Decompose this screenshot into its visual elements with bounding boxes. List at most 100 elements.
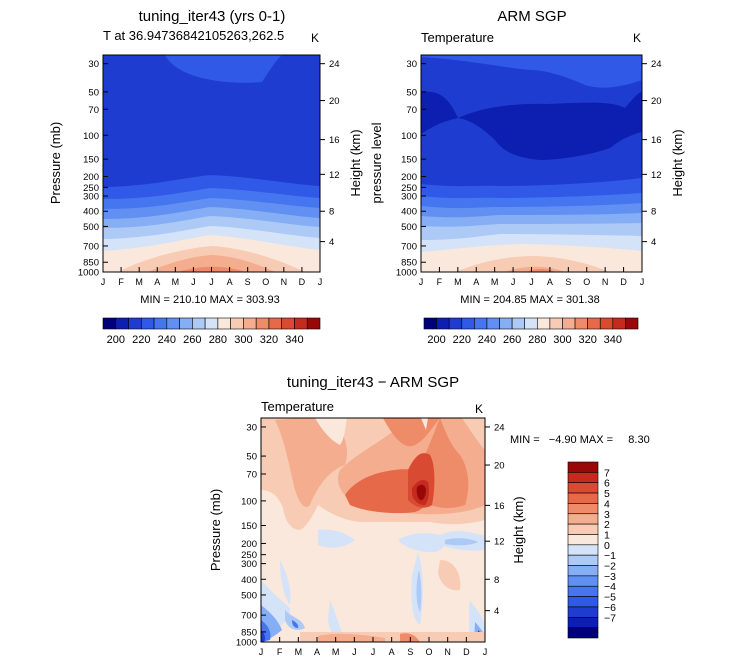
y-tick-label: 1000	[396, 268, 417, 279]
colorbar-swatch	[567, 482, 599, 494]
panel-diff-stats: MIN = −4.90 MAX = 8.30	[510, 434, 650, 446]
x-tick-label: J	[318, 277, 323, 287]
x-tick-label: A	[473, 277, 479, 287]
y2-tick-label: 20	[494, 461, 505, 472]
colorbar-swatch	[567, 513, 599, 525]
y2-tick-label: 24	[494, 422, 505, 433]
panel-model-field	[103, 55, 320, 272]
colorbar-label: 240	[478, 334, 496, 346]
y-tick-label: 400	[401, 207, 417, 218]
y2-tick-label: 8	[494, 575, 499, 586]
panel-obs-stats: MIN = 204.85 MAX = 301.38	[460, 294, 599, 306]
colorbar-swatch	[140, 317, 155, 330]
panel-obs-y2label: Height (km)	[670, 129, 685, 196]
colorbar-swatch	[625, 317, 639, 330]
y2-tick-label: 4	[651, 237, 656, 248]
y2-tick-label: 24	[329, 59, 340, 70]
colorbar-label: 340	[285, 334, 303, 346]
colorbar-swatch	[306, 317, 321, 330]
colorbar-label: −4	[604, 581, 616, 593]
x-tick-label: O	[262, 277, 269, 287]
colorbar-label: 0	[604, 540, 610, 552]
x-tick-label: A	[547, 277, 553, 287]
y2-tick-label: 8	[329, 207, 334, 218]
y-tick-label: 100	[401, 131, 417, 142]
y-tick-label: 700	[83, 241, 99, 252]
colorbar-swatch	[486, 317, 500, 330]
panel-obs-ylabel: pressure level	[369, 122, 384, 203]
colorbar-label: 300	[234, 334, 252, 346]
colorbar-swatch	[499, 317, 513, 330]
colorbar-label: 1	[604, 529, 610, 541]
colorbar-swatch	[612, 317, 626, 330]
colorbar-swatch	[567, 503, 599, 515]
colorbar-swatch	[567, 492, 599, 504]
colorbar-label: 6	[604, 478, 610, 490]
colorbar-label: 7	[604, 467, 610, 479]
y2-tick-label: 20	[651, 96, 662, 107]
panel-diff-y2label: Height (km)	[511, 496, 526, 563]
colorbar-swatch	[574, 317, 588, 330]
y2-tick-label: 12	[651, 170, 662, 181]
colorbar-swatch	[448, 317, 463, 330]
x-tick-label: D	[299, 277, 306, 287]
x-tick-label: J	[511, 277, 516, 287]
colorbar-swatch	[567, 544, 599, 556]
y-tick-label: 1000	[78, 268, 99, 279]
y-tick-label: 150	[401, 155, 417, 166]
colorbar-swatch	[281, 317, 295, 330]
colorbar-swatch	[474, 317, 488, 330]
y-tick-label: 300	[401, 192, 417, 203]
x-tick-label: J	[352, 647, 357, 657]
panel-model-stats: MIN = 210.10 MAX = 303.93	[140, 294, 279, 306]
x-tick-label: M	[454, 277, 462, 287]
colorbar-swatch	[461, 317, 475, 330]
panel-obs-subtitle: Temperature	[421, 30, 494, 45]
panel-obs-field	[421, 55, 642, 272]
colorbar-swatch	[153, 317, 168, 330]
y2-tick-label: 8	[651, 207, 656, 218]
panel-model-subtitle: T at 36.94736842105263,262.5	[103, 28, 284, 43]
colorbar-swatch	[567, 585, 599, 597]
panel-obs: ARM SGP Temperature K J F M A M J J A S O N D J 30 50 7…	[369, 8, 685, 346]
panel-model: tuning_iter43 (yrs 0-1) T at 36.94736842…	[48, 8, 363, 346]
x-tick-label: J	[259, 647, 264, 657]
panel-obs-units: K	[633, 31, 641, 45]
colorbar-swatch	[204, 317, 219, 330]
colorbar-swatch	[567, 472, 599, 484]
colorbar-swatch	[436, 317, 450, 330]
colorbar-swatch	[128, 317, 142, 330]
y-tick-label: 70	[88, 105, 99, 116]
y-tick-label: 150	[241, 521, 257, 532]
y-tick-label: 200	[83, 172, 99, 183]
x-tick-label: J	[419, 277, 424, 287]
colorbar-label: 300	[553, 334, 571, 346]
y2-tick-label: 4	[329, 237, 334, 248]
colorbar-label: −7	[604, 612, 616, 624]
panel-obs-colorbar: 200 220 240 260 280 300 320 340	[423, 317, 639, 346]
y-tick-label: 250	[401, 183, 417, 194]
colorbar-label: 200	[107, 334, 125, 346]
colorbar-label: 220	[453, 334, 471, 346]
y2-tick-label: 20	[329, 96, 340, 107]
y-tick-label: 850	[401, 258, 417, 269]
x-tick-label: D	[463, 647, 470, 657]
y-tick-label: 100	[241, 496, 257, 507]
colorbar-swatch	[423, 317, 437, 330]
x-tick-label: A	[314, 647, 320, 657]
x-tick-label: A	[227, 277, 233, 287]
colorbar-swatch	[567, 606, 599, 618]
y-tick-label: 50	[88, 87, 99, 98]
y-tick-label: 1000	[236, 638, 257, 649]
colorbar-swatch	[192, 317, 206, 330]
panel-diff-units: K	[475, 402, 483, 416]
colorbar-label: 220	[132, 334, 150, 346]
panel-diff-subtitle: Temperature	[261, 399, 334, 414]
y2-tick-label: 24	[651, 59, 662, 70]
colorbar-swatch	[599, 317, 614, 330]
colorbar-label: 5	[604, 488, 610, 500]
x-tick-label: J	[640, 277, 645, 287]
